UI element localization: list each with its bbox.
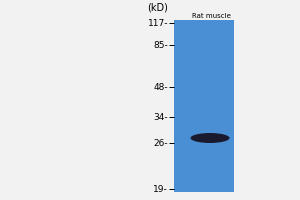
Text: 85-: 85- — [153, 40, 168, 49]
Text: 34-: 34- — [153, 112, 168, 121]
Text: Rat muscle: Rat muscle — [192, 13, 231, 19]
FancyBboxPatch shape — [174, 20, 234, 192]
Text: 19-: 19- — [153, 184, 168, 194]
Text: (kD): (kD) — [147, 3, 168, 13]
Text: 26-: 26- — [153, 138, 168, 148]
Text: 48-: 48- — [153, 83, 168, 92]
Text: 117-: 117- — [148, 19, 168, 27]
Ellipse shape — [190, 133, 230, 143]
